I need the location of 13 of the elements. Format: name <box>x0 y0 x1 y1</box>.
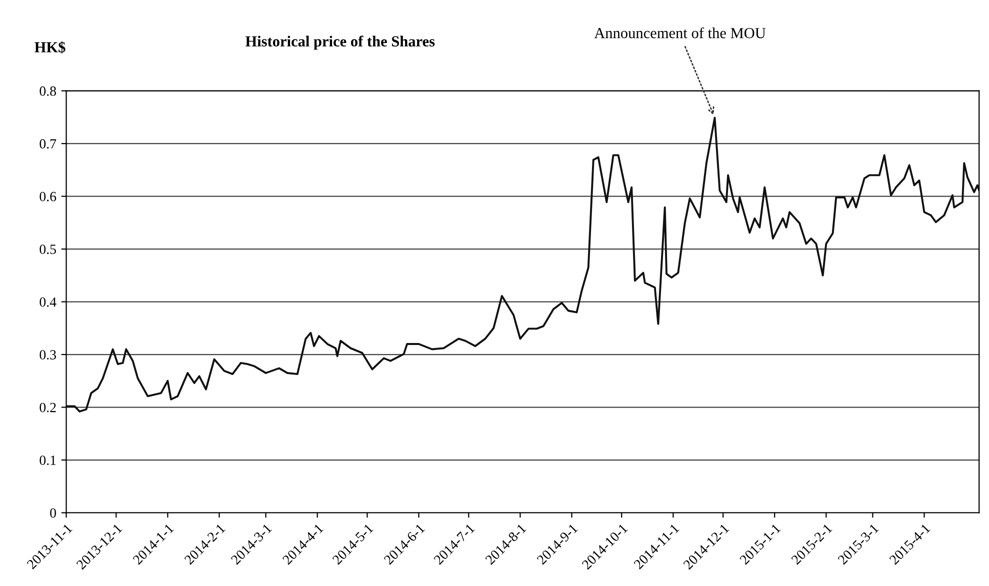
y-tick-label: 0.3 <box>40 350 56 360</box>
y-tick-label: 0.6 <box>40 192 56 202</box>
y-axis-title: HK$ <box>34 41 66 54</box>
y-tick-label: 0.7 <box>40 139 56 149</box>
annotation: Announcement of the MOU <box>594 27 766 38</box>
y-tick-label: 0.4 <box>40 297 56 307</box>
y-tick-label: 0.8 <box>40 86 56 96</box>
y-tick-label: 0.2 <box>40 402 56 412</box>
line-series <box>66 116 980 412</box>
y-tick-label: 0.5 <box>40 244 56 254</box>
y-tick-label: 0.1 <box>40 456 56 466</box>
chart-title: Historical price of the Shares <box>245 36 435 50</box>
y-tick-label: 0 <box>50 508 56 518</box>
